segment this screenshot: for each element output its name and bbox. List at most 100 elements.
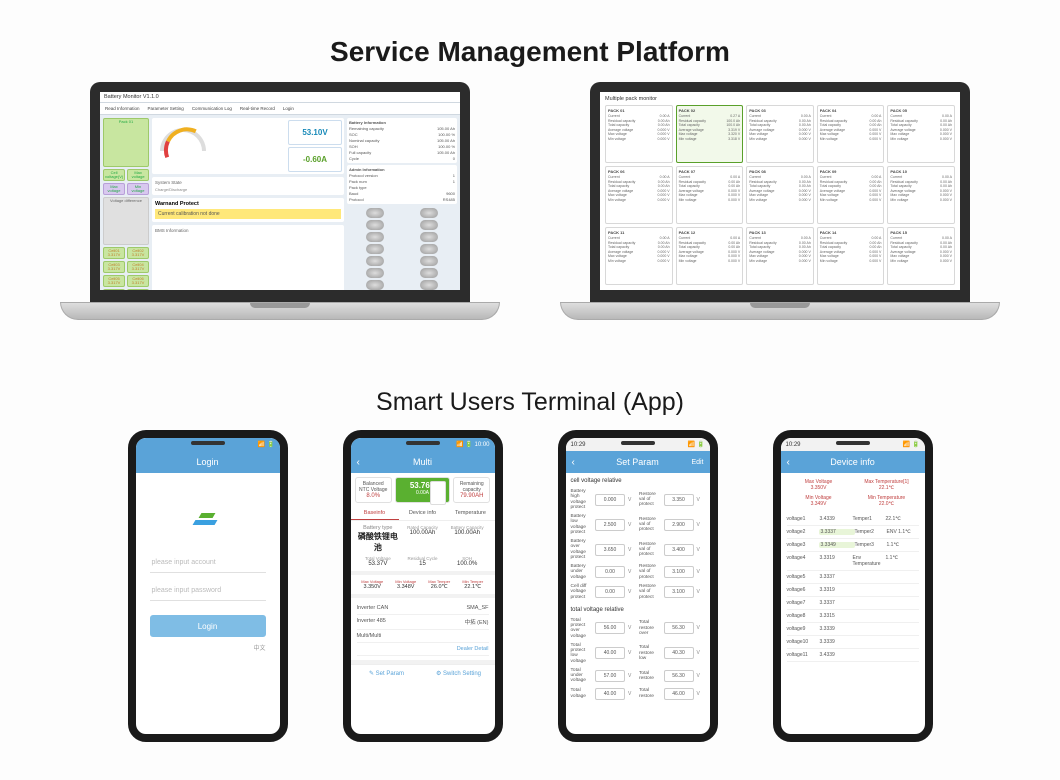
pack-card[interactable]: PACK 04Current0.00 AResidual capacity0.0…: [817, 105, 885, 163]
pack-card[interactable]: PACK 12Current0.00 AResidual capacity0.0…: [676, 227, 744, 285]
voltage-row: voltage23.3337Temper2ENV 1.1℃: [787, 526, 919, 539]
param-value-input[interactable]: 2.900: [664, 519, 694, 531]
phone-statusbar: 📶 🔋: [136, 438, 280, 451]
back-icon[interactable]: ‹: [787, 457, 790, 468]
pack-card[interactable]: PACK 09Current0.00 AResidual capacity0.0…: [817, 166, 885, 224]
voltage-row: voltage73.3337: [787, 597, 919, 610]
pack-card[interactable]: PACK 14Current0.00 AResidual capacity0.0…: [817, 227, 885, 285]
param-value-input[interactable]: 0.00: [595, 586, 625, 598]
voltage-row: voltage113.4339: [787, 649, 919, 662]
pack-addr-knob[interactable]: [420, 256, 438, 266]
param-value-input[interactable]: 3.350: [664, 494, 694, 506]
main-voltage-card: 53.76V0.00A: [395, 477, 450, 503]
param-value-input[interactable]: 40.00: [595, 688, 625, 700]
account-input[interactable]: please input account: [150, 553, 266, 573]
tab-baseinfo[interactable]: Baseinfo: [351, 507, 399, 520]
app-tab[interactable]: Real-time Record: [237, 105, 278, 112]
screen-header: Login: [136, 451, 280, 473]
phone-set-param: 10:29📶 🔋 ‹Set ParamEdit cell voltage rel…: [558, 430, 718, 742]
pack-addr-knob[interactable]: [420, 280, 438, 290]
app-tab[interactable]: Parameter Setting: [145, 105, 187, 112]
param-value-input[interactable]: 0.000: [595, 494, 625, 506]
warning-panel: Warnand Protect Current calibration not …: [152, 198, 344, 222]
tab-temperature[interactable]: Temperature: [447, 507, 495, 520]
pack-card[interactable]: PACK 02Current0.27 AResidual capacity100…: [676, 105, 744, 163]
section-title-app: Smart Users Terminal (App): [0, 388, 1060, 417]
param-value-input[interactable]: 40.00: [595, 647, 625, 659]
pack-card[interactable]: PACK 15Current0.00 AResidual capacity0.0…: [887, 227, 955, 285]
app-tab[interactable]: Read Information: [102, 105, 143, 112]
admin-info-panel: Admin InformationProtocol version1Pack n…: [347, 165, 457, 204]
pack-card[interactable]: PACK 03Current0.00 AResidual capacity0.0…: [746, 105, 814, 163]
pack-addr-knobs: [347, 206, 457, 302]
back-icon[interactable]: ‹: [572, 457, 575, 468]
phone-statusbar: 📶 🔋 10:00: [351, 438, 495, 451]
pack-addr-knob[interactable]: [366, 280, 384, 290]
pack-card[interactable]: PACK 07Current0.00 AResidual capacity0.0…: [676, 166, 744, 224]
pack-card[interactable]: PACK 10Current0.00 AResidual capacity0.0…: [887, 166, 955, 224]
pack-card[interactable]: PACK 06Current0.00 AResidual capacity0.0…: [605, 166, 673, 224]
pack-card[interactable]: PACK 13Current0.00 AResidual capacity0.0…: [746, 227, 814, 285]
param-value-input[interactable]: 0.00: [595, 566, 625, 578]
param-value-input[interactable]: 46.00: [664, 688, 694, 700]
param-value-input[interactable]: 3.100: [664, 586, 694, 598]
info-tabs[interactable]: Baseinfo Device info Temperature: [351, 507, 495, 521]
edit-button[interactable]: Edit: [691, 459, 703, 466]
param-value-input[interactable]: 3.650: [595, 544, 625, 556]
dealer-detail-link[interactable]: Dealer Detail: [457, 646, 489, 652]
pack-addr-knob[interactable]: [420, 244, 438, 254]
voltage-row: voltage93.3339: [787, 623, 919, 636]
voltage-row: voltage13.4339Temper122.1℃: [787, 513, 919, 526]
param-value-input[interactable]: 40.30: [664, 647, 694, 659]
pack-card[interactable]: PACK 05Current0.00 AResidual capacity0.0…: [887, 105, 955, 163]
info-line[interactable]: Multi/Multi: [357, 630, 489, 643]
param-value-input[interactable]: 2.500: [595, 519, 625, 531]
pack-addr-knob[interactable]: [366, 268, 384, 278]
switch-setting-button[interactable]: ⚙ Switch Setting: [423, 665, 495, 682]
param-value-input[interactable]: 3.100: [664, 566, 694, 578]
app-tab[interactable]: Communication Log: [189, 105, 235, 112]
param-value-input[interactable]: 3.400: [664, 544, 694, 556]
password-input[interactable]: please input password: [150, 581, 266, 601]
app-tab[interactable]: Login: [280, 105, 297, 112]
pack-addr-knob[interactable]: [420, 208, 438, 218]
pack-card[interactable]: PACK 01Current0.00 AResidual capacity0.0…: [605, 105, 673, 163]
pack-card[interactable]: PACK 11Current0.00 AResidual capacity0.0…: [605, 227, 673, 285]
voltage-row: voltage43.3319Env Temperature1.1℃: [787, 552, 919, 571]
cell-value: Cell083.317V: [127, 289, 149, 301]
pack-id-button[interactable]: Pack 01: [103, 118, 149, 167]
param-value-input[interactable]: 56.30: [664, 622, 694, 634]
pack-addr-knob[interactable]: [366, 244, 384, 254]
gauge-meter: [154, 120, 286, 172]
pack-addr-knob[interactable]: [420, 292, 438, 302]
voltage-row: voltage53.3337: [787, 571, 919, 584]
system-state-panel: System State Charge/Discharge: [152, 177, 344, 195]
pack-addr-knob[interactable]: [420, 232, 438, 242]
screen-header: ‹Multi: [351, 451, 495, 473]
info-line[interactable]: Inverter CANSMA_SF: [357, 602, 489, 615]
pack-card[interactable]: PACK 08Current0.00 AResidual capacity0.0…: [746, 166, 814, 224]
param-value-input[interactable]: 56.00: [595, 622, 625, 634]
back-icon[interactable]: ‹: [357, 457, 360, 468]
screen-header: ‹Set ParamEdit: [566, 451, 710, 473]
section-total-voltage: total voltage relative: [571, 602, 705, 616]
pack-addr-knob[interactable]: [420, 268, 438, 278]
cell-value: Cell033.317V: [103, 261, 125, 273]
pack-addr-knob[interactable]: [366, 256, 384, 266]
cell-value: Cell053.317V: [103, 275, 125, 287]
capacity-card: Remaining capacity79.90AH: [453, 477, 490, 503]
set-param-button[interactable]: ✎ Set Param: [351, 665, 423, 682]
info-line[interactable]: Inverter 485中拓 (EN): [357, 615, 489, 630]
cell-value: Cell013.317V: [103, 247, 125, 259]
language-toggle[interactable]: 中文: [150, 643, 266, 652]
pack-addr-knob[interactable]: [366, 220, 384, 230]
param-value-input[interactable]: 56.30: [664, 670, 694, 682]
login-button[interactable]: Login: [150, 615, 266, 637]
pack-addr-knob[interactable]: [366, 208, 384, 218]
bms-info-panel: BMS Information: [152, 225, 344, 302]
tab-deviceinfo[interactable]: Device info: [399, 507, 447, 520]
param-value-input[interactable]: 57.00: [595, 670, 625, 682]
pack-addr-knob[interactable]: [366, 292, 384, 302]
pack-addr-knob[interactable]: [420, 220, 438, 230]
pack-addr-knob[interactable]: [366, 232, 384, 242]
